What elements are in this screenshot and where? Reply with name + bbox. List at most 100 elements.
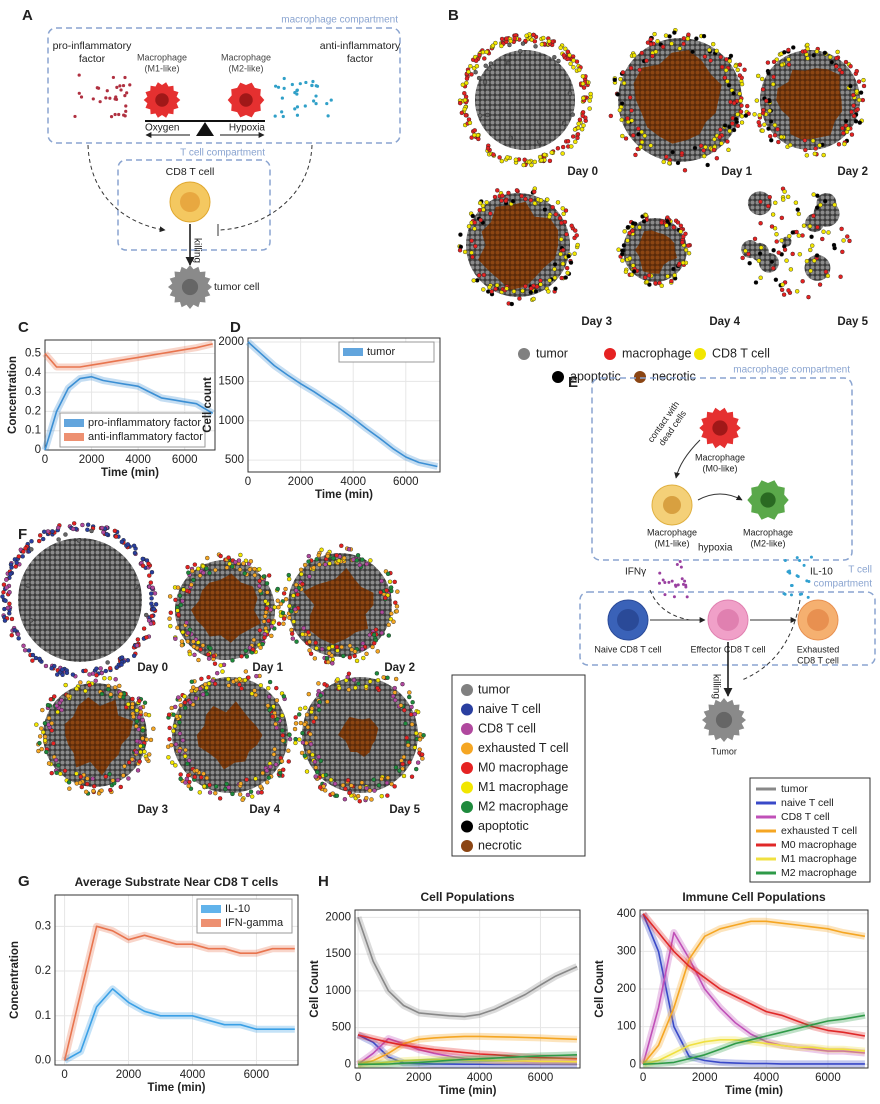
tumor-blob (758, 252, 779, 273)
cell-dot (528, 290, 533, 295)
series-band (61, 922, 295, 1062)
cell-dot (264, 606, 270, 611)
cell-dot (739, 114, 745, 119)
label: Tumor (711, 746, 737, 756)
cell-dot (191, 685, 196, 690)
cell-dot (44, 749, 49, 755)
cell-dot (192, 652, 197, 658)
cell-dot (571, 65, 576, 70)
cell-dot (302, 722, 307, 727)
cell-dot (457, 100, 463, 106)
cell-dot (315, 769, 320, 775)
cell-dot (499, 198, 504, 203)
cell-dot (149, 570, 155, 575)
cell-dot (836, 142, 842, 147)
cell-dot (106, 687, 111, 692)
cell-dot (271, 752, 277, 757)
cell-dot (771, 266, 776, 271)
legend-label: M1 macrophage (781, 853, 857, 865)
cell-dot (257, 588, 263, 594)
cell-dot (485, 112, 490, 118)
cell-dot (78, 680, 83, 685)
y-tick-label: 0.3 (35, 920, 51, 932)
legend-label: tumor (367, 346, 395, 358)
cell-dot (23, 546, 28, 551)
cell-dot (565, 270, 570, 276)
cell-dot (9, 616, 15, 622)
cell-dot (170, 760, 175, 765)
cell-dot (252, 688, 257, 693)
factor-dot (114, 95, 118, 99)
factor-dot (298, 82, 302, 86)
cell-dot (563, 46, 568, 51)
cell-dot (632, 53, 637, 58)
legend-label: tumor (536, 346, 568, 360)
cell-dot (807, 224, 813, 229)
cell-dot (848, 64, 853, 69)
cell-dot (834, 55, 839, 61)
cell-dot (311, 565, 316, 570)
cell-dot (759, 245, 764, 250)
cell-dot (152, 591, 158, 596)
cell-dot (392, 784, 397, 789)
cell-dot (76, 538, 82, 543)
cell-dot (311, 719, 316, 724)
cell-dot (112, 685, 118, 690)
series-line (64, 988, 295, 1062)
legend-label: pro-inflammatory factor (88, 417, 201, 429)
cell-dot (821, 229, 826, 234)
cell-dot (514, 188, 520, 193)
cell-dot (346, 671, 352, 676)
y-tick-label: 1000 (218, 415, 244, 427)
y-tick-label: 0.1 (35, 1010, 51, 1022)
cell-dot (685, 36, 690, 41)
cell-dot (517, 296, 522, 301)
factor-dot (789, 584, 793, 588)
cell-dot (378, 590, 383, 595)
y-tick-label: 500 (225, 454, 244, 466)
cell-dot (265, 590, 270, 595)
cell-dot (642, 133, 647, 138)
cell-dot (555, 200, 561, 205)
label: T cell compartment (180, 148, 265, 159)
cell-dot (77, 780, 83, 785)
label: T cell (848, 565, 872, 576)
cell-dot (243, 648, 248, 653)
label: Macrophage (743, 527, 793, 537)
cell-dot (524, 33, 529, 38)
cell-dot (823, 269, 829, 274)
cell-dot (767, 108, 772, 114)
cell-dot (407, 760, 412, 765)
factor-dot (281, 114, 285, 119)
cell-dot (218, 663, 223, 668)
cell-dot (356, 681, 361, 686)
legend-box (338, 341, 435, 363)
cell-dot (576, 125, 581, 131)
cell-dot (840, 126, 845, 131)
cell-dot (561, 211, 566, 217)
cell-dot (761, 107, 766, 113)
cell-dot (822, 198, 828, 204)
cell-dot (771, 248, 776, 253)
cell-dot (339, 644, 344, 650)
cell-dot (786, 57, 791, 62)
cell-dot (134, 584, 139, 590)
chart-title: Average Substrate Near CD8 T cells (75, 875, 279, 889)
cell-dot (104, 532, 110, 537)
cell-dot (393, 676, 399, 682)
x-axis-label: Time (min) (725, 1085, 783, 1097)
cell-dot (849, 109, 854, 115)
label: CD8 T cell (166, 166, 215, 178)
cell-dot (616, 247, 621, 252)
cell-dot (83, 688, 88, 694)
cell-dot (409, 774, 415, 779)
cell-dot (301, 625, 306, 631)
cell-dot (189, 582, 194, 587)
cell-dot (354, 558, 360, 563)
cell-nucleus (155, 93, 169, 107)
cell-dot (173, 742, 179, 747)
necrotic-core (635, 230, 677, 274)
cell-dot (476, 273, 482, 278)
cell-nucleus (715, 711, 733, 729)
series-line (642, 913, 866, 1037)
